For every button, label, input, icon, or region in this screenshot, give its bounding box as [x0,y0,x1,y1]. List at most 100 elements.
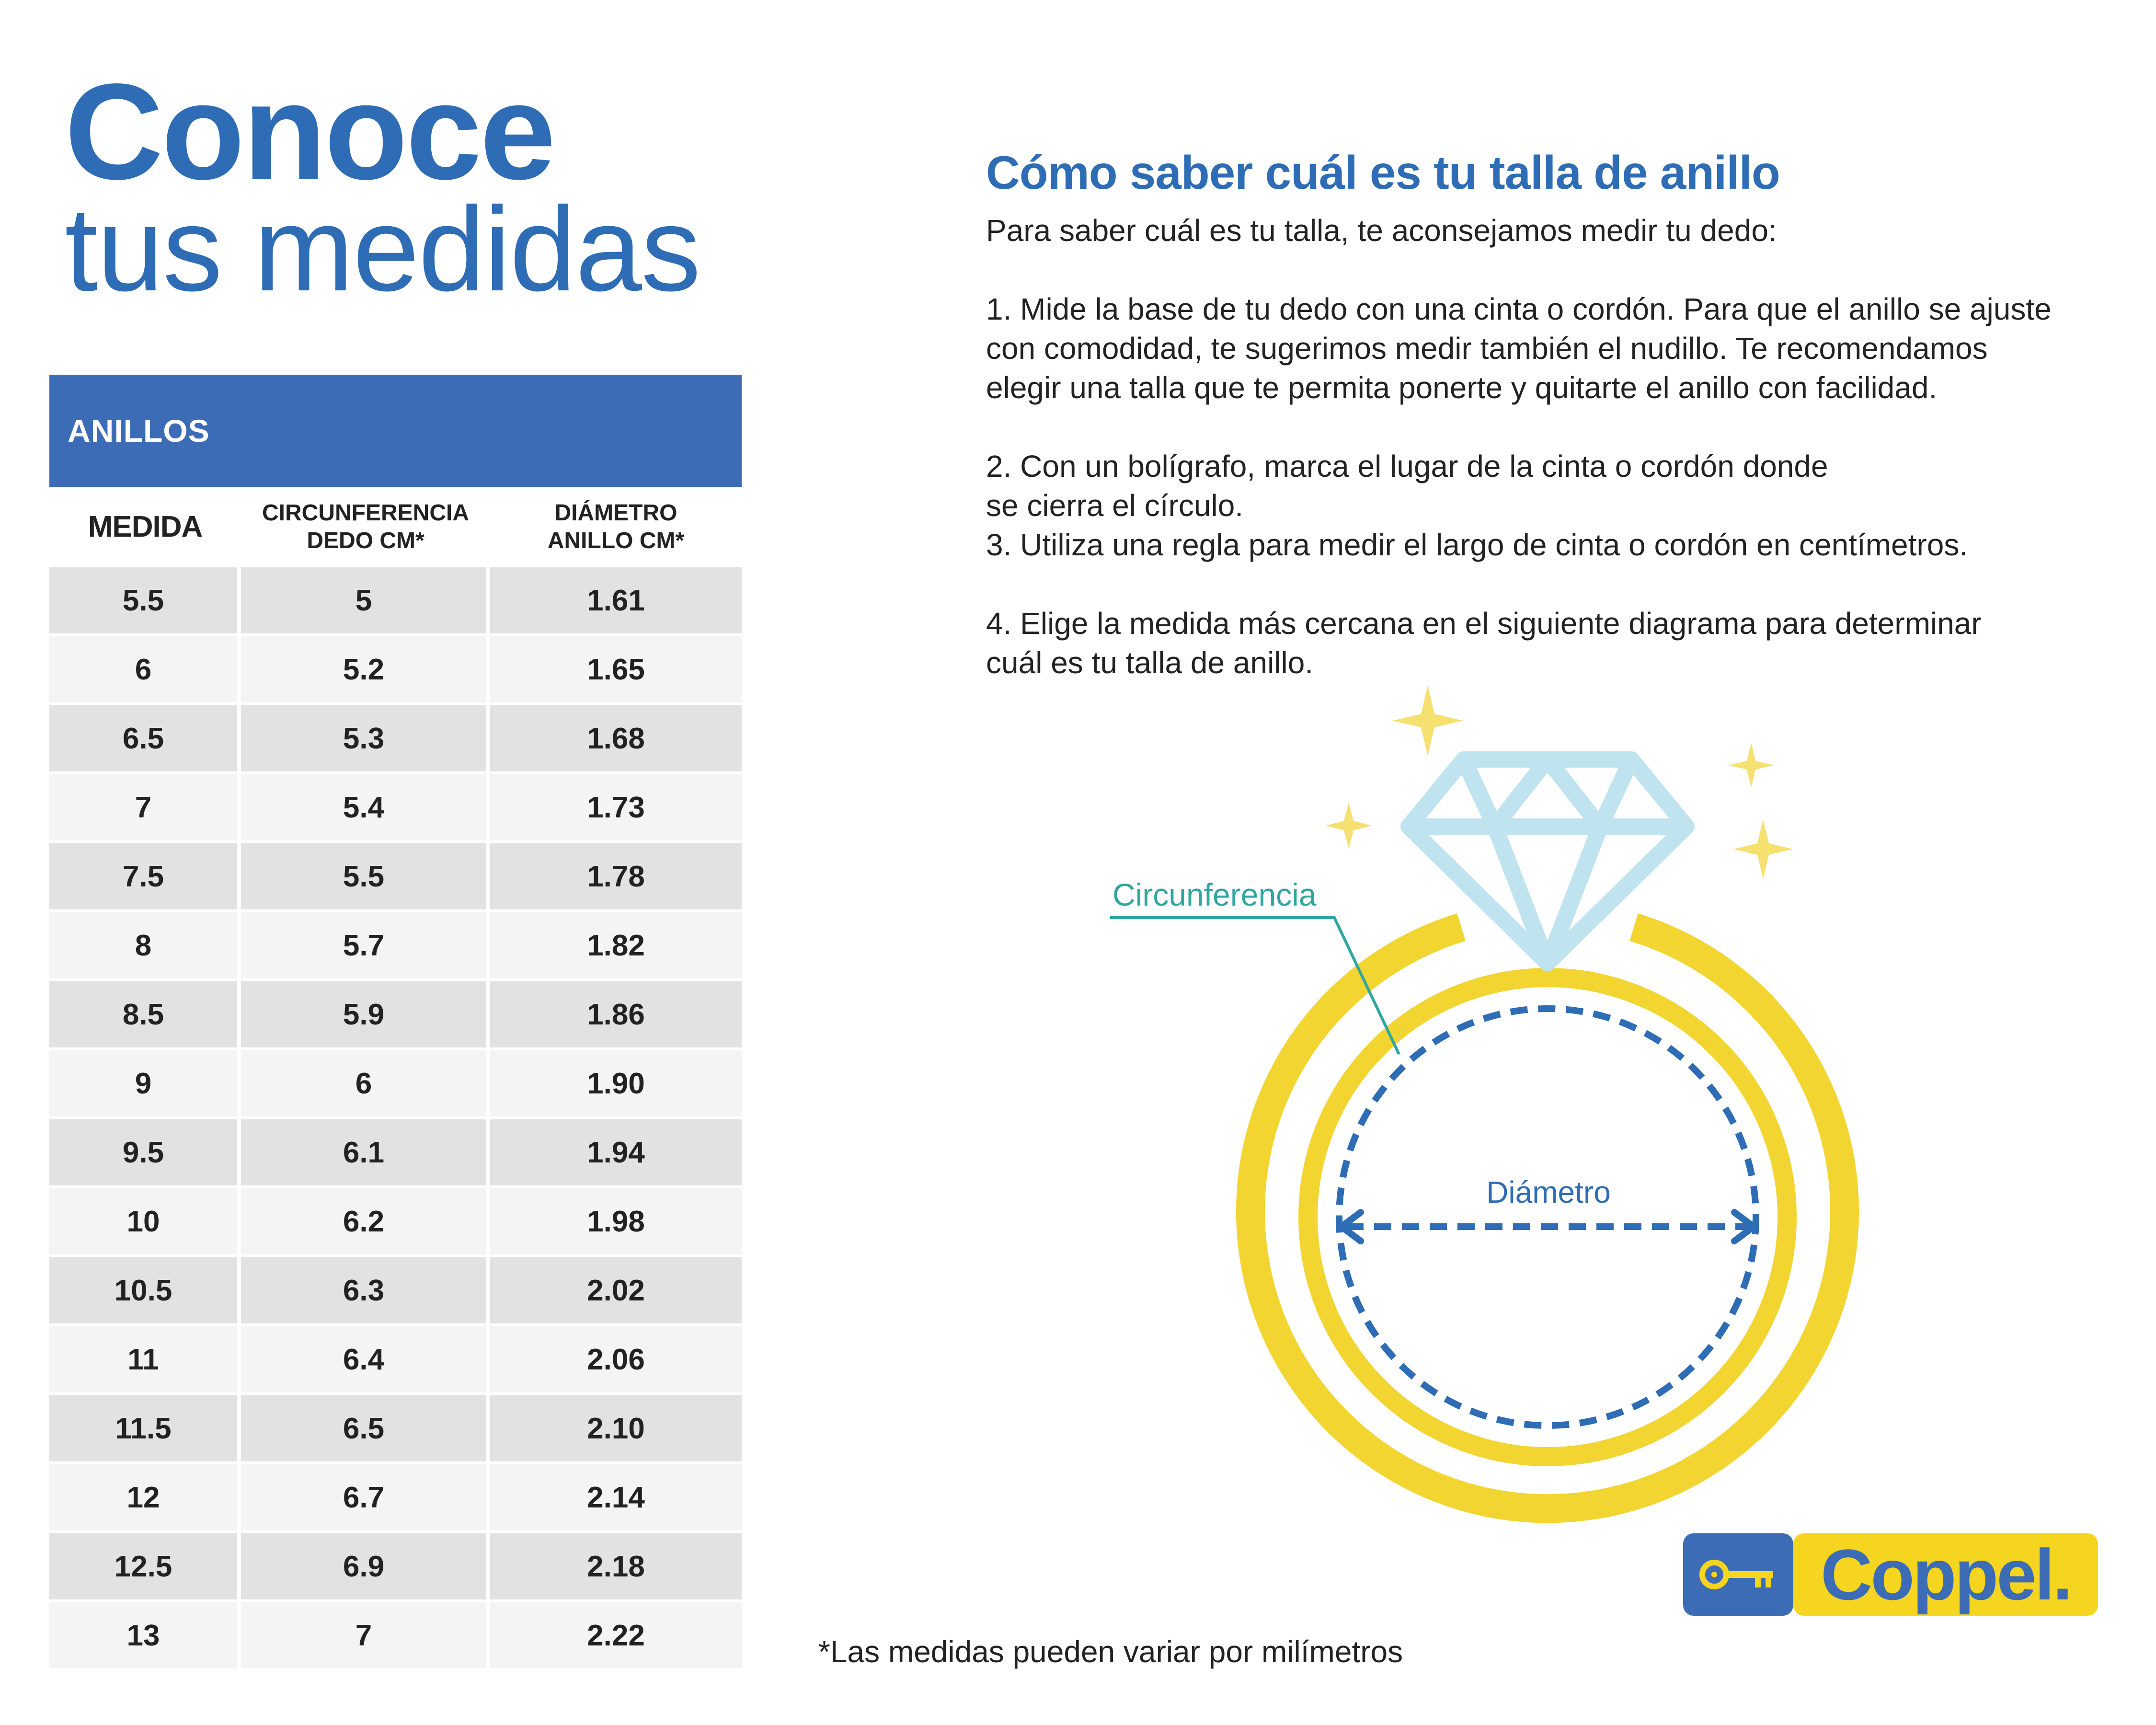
table-row: 9.5 6.1 1.94 [49,1119,742,1188]
diameter-label: Diámetro [1486,1175,1611,1209]
coppel-logo: Coppel. [1683,1533,2098,1620]
page-title: Conoce tus medidas [65,56,783,316]
cell-diametro: 1.61 [490,567,742,636]
cell-medida: 10.5 [49,1257,241,1326]
table-banner: ANILLOS [49,375,742,487]
cell-diametro: 1.73 [490,774,742,843]
sparkle-icon [1733,819,1793,879]
table-row: 13 7 2.22 [49,1602,742,1671]
cell-medida: 12 [49,1464,241,1533]
cell-diametro: 1.94 [490,1119,742,1188]
cell-diametro: 2.10 [490,1395,742,1464]
cell-circunferencia: 5.3 [241,705,490,774]
table-row: 12.5 6.9 2.18 [49,1533,742,1602]
cell-diametro: 2.02 [490,1257,742,1326]
table-row: 6 5.2 1.65 [49,636,742,705]
cell-diametro: 1.98 [490,1188,742,1257]
cell-circunferencia: 6.1 [241,1119,490,1188]
sparkle-icon [1392,685,1463,756]
table-row: 7.5 5.5 1.78 [49,843,742,912]
cell-medida: 10 [49,1188,241,1257]
cell-medida: 5.5 [49,567,241,636]
ring-diagram-svg: Circunferencia Diámetro [1110,685,1859,1523]
circumference-leader-line [1110,916,1400,1055]
cell-medida: 9 [49,1050,241,1119]
cell-circunferencia: 6.9 [241,1533,490,1602]
table-row: 11 6.4 2.06 [49,1326,742,1395]
table-row: 6.5 5.3 1.68 [49,705,742,774]
cell-medida: 11.5 [49,1395,241,1464]
cell-circunferencia: 6.7 [241,1464,490,1533]
cell-medida: 8.5 [49,981,241,1050]
cell-circunferencia: 5.7 [241,912,490,981]
cell-diametro: 1.65 [490,636,742,705]
header-circunferencia: CIRCUNFERENCIA DEDO CM* [241,499,490,555]
table-banner-label: ANILLOS [68,413,210,448]
cell-circunferencia: 5.2 [241,636,490,705]
diamond-icon [1400,751,1695,971]
table-row: 7 5.4 1.73 [49,774,742,843]
cell-medida: 8 [49,912,241,981]
cell-medida: 7.5 [49,843,241,912]
cell-diametro: 2.06 [490,1326,742,1395]
cell-diametro: 1.78 [490,843,742,912]
cell-diametro: 1.86 [490,981,742,1050]
table-row: 5.5 5 1.61 [49,567,742,636]
cell-circunferencia: 5.4 [241,774,490,843]
cell-medida: 6.5 [49,705,241,774]
table-row: 11.5 6.5 2.10 [49,1395,742,1464]
table-row: 9 6 1.90 [49,1050,742,1119]
step-2-line-1: 2. Con un bolígrafo, marca el lugar de l… [986,449,1828,483]
cell-circunferencia: 6.4 [241,1326,490,1395]
diameter-arrow-left-icon [1338,1209,1364,1244]
footnote: *Las medidas pueden variar por milímetro… [818,1634,1403,1669]
table-row: 10 6.2 1.98 [49,1188,742,1257]
cell-diametro: 1.82 [490,912,742,981]
cell-circunferencia: 5.9 [241,981,490,1050]
logo-wordmark: Coppel. [1793,1533,2098,1616]
cell-medida: 11 [49,1326,241,1395]
step-4-line-1: 4. Elige la medida más cercana en el sig… [986,606,1982,641]
table-row: 12 6.7 2.14 [49,1464,742,1533]
cell-circunferencia: 5 [241,567,490,636]
step-2-line-2: se cierra el círculo. [986,488,1244,523]
cell-medida: 7 [49,774,241,843]
ring-inner-edge [1298,968,1797,1466]
table-body: 5.5 5 1.61 6 5.2 1.65 6.5 5.3 1.68 7 5.4 1.73 7.5 5.5… [49,567,742,1671]
cell-diametro: 2.18 [490,1533,742,1602]
circumference-dashed-circle [1336,1005,1759,1429]
step-4-line-2: cuál es tu talla de anillo. [986,645,1314,680]
table-row: 8.5 5.9 1.86 [49,981,742,1050]
cell-circunferencia: 6.2 [241,1188,490,1257]
cell-medida: 9.5 [49,1119,241,1188]
instructions: Cómo saber cuál es tu talla de anillo Pa… [986,144,2126,682]
sparkles [1326,685,1793,879]
table-row: 8 5.7 1.82 [49,912,742,981]
table-header: MEDIDA CIRCUNFERENCIA DEDO CM* DIÁMETRO … [49,487,742,567]
diameter-arrow-right-icon [1731,1209,1757,1244]
title-line-1: Conoce [65,56,556,208]
cell-diametro: 1.90 [490,1050,742,1119]
ring-diagram: Circunferencia Diámetro [1092,661,1869,1533]
title-line-2: tus medidas [65,182,701,316]
cell-medida: 13 [49,1602,241,1671]
cell-diametro: 2.14 [490,1464,742,1533]
ring-band [1236,913,1859,1523]
header-circ-line1: CIRCUNFERENCIA [262,500,469,526]
ring-size-table: ANILLOS MEDIDA CIRCUNFERENCIA DEDO CM* D… [49,375,742,1671]
header-circ-line2: DEDO CM* [307,528,424,553]
intro-text: Para saber cuál es tu talla, te aconseja… [986,213,1777,248]
sparkle-icon [1326,803,1372,849]
cell-circunferencia: 7 [241,1602,490,1671]
header-medida: MEDIDA [88,510,203,543]
step-3: 3. Utiliza una regla para medir el largo… [986,528,1968,562]
key-icon [1683,1533,1793,1616]
cell-medida: 6 [49,636,241,705]
cell-medida: 12.5 [49,1533,241,1602]
cell-diametro: 2.22 [490,1602,742,1671]
header-diam-line2: ANILLO CM* [547,528,685,553]
cell-diametro: 1.68 [490,705,742,774]
step-1-line-3: elegir una talla que te permita ponerte … [986,370,1938,405]
header-diametro: DIÁMETRO ANILLO CM* [490,499,742,555]
step-1-line-2: con comodidad, te sugerimos medir tambié… [986,331,1988,366]
